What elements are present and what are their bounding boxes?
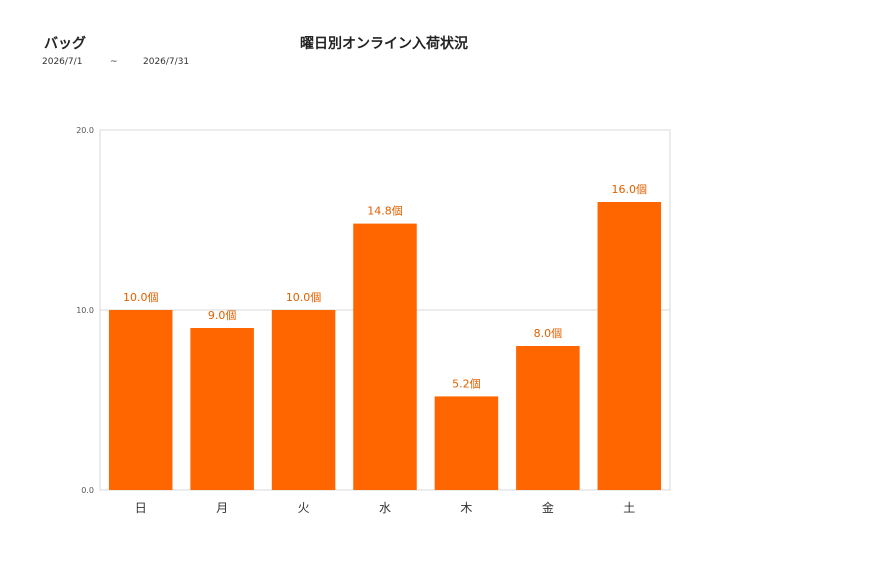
chart-title: 曜日別オンライン入荷状況 [300, 36, 468, 52]
date-to: 2026/7/31 [143, 57, 190, 67]
bar-value-label: 10.0個 [286, 291, 322, 304]
y-axis-ticks: 0.0 10.0 20.0 [76, 126, 94, 495]
bar-value-label: 5.2個 [452, 377, 481, 390]
date-from: 2026/7/1 [42, 57, 83, 67]
x-tick-label: 水 [379, 501, 391, 515]
bar [434, 396, 499, 490]
y-tick-label: 10.0 [76, 306, 94, 315]
y-tick-label: 20.0 [76, 126, 94, 135]
x-tick-label: 日 [135, 501, 147, 515]
bar-value-label: 8.0個 [534, 327, 563, 340]
bar-value-label: 10.0個 [123, 291, 159, 304]
x-tick-label: 火 [298, 501, 310, 515]
y-tick-label: 0.0 [81, 486, 94, 495]
bars: 10.0個 9.0個 10.0個 14.8個 5.2個 8.0個 16.0個 [108, 183, 662, 490]
bar [108, 310, 173, 490]
x-tick-label: 土 [623, 501, 635, 515]
bar [516, 346, 580, 490]
date-separator: ~ [110, 57, 118, 67]
bar-value-label: 9.0個 [208, 309, 237, 322]
bar-value-label: 14.8個 [367, 205, 403, 218]
x-tick-label: 月 [216, 501, 228, 515]
bar [190, 328, 254, 490]
bar [353, 223, 417, 490]
bar-value-label: 16.0個 [612, 183, 648, 196]
x-axis-ticks: 日月火水木金土 [135, 500, 636, 515]
bar [271, 310, 336, 490]
category-title: バッグ [44, 36, 86, 52]
bar [597, 202, 662, 490]
x-tick-label: 木 [460, 501, 472, 515]
x-tick-label: 金 [542, 500, 554, 515]
